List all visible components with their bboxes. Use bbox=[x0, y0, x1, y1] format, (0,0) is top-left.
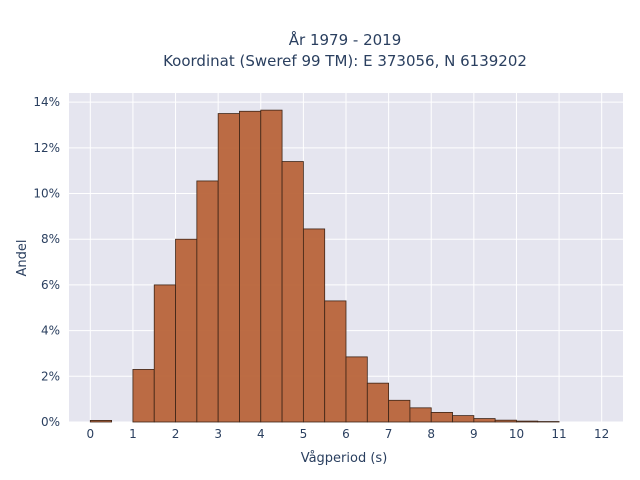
x-tick-label: 6 bbox=[342, 427, 350, 441]
x-tick-label: 3 bbox=[214, 427, 222, 441]
x-tick-label: 11 bbox=[551, 427, 566, 441]
x-tick-label: 5 bbox=[300, 427, 308, 441]
histogram-bar bbox=[281, 161, 304, 423]
histogram-bar bbox=[175, 238, 198, 423]
y-tick-label: 0% bbox=[41, 415, 60, 429]
histogram-bar bbox=[388, 399, 411, 423]
histogram-bar bbox=[196, 180, 219, 423]
histogram-bar bbox=[324, 300, 347, 423]
chart-title-line1: År 1979 - 2019 bbox=[289, 30, 402, 49]
y-tick-label: 4% bbox=[41, 324, 60, 338]
histogram-bar bbox=[430, 412, 453, 423]
y-axis-title: Andel bbox=[15, 240, 30, 277]
y-tick-label: 12% bbox=[33, 141, 60, 155]
histogram-bar bbox=[153, 284, 176, 423]
histogram-bar bbox=[494, 419, 517, 423]
y-tick-label: 2% bbox=[41, 369, 60, 383]
x-tick-label: 9 bbox=[470, 427, 478, 441]
x-tick-label: 12 bbox=[594, 427, 609, 441]
y-tick-label: 14% bbox=[33, 95, 60, 109]
histogram-bar bbox=[345, 356, 368, 423]
histogram-bar bbox=[89, 420, 113, 423]
y-axis-ticks: 0% 2% 4% 6% 8% 10% 12% 14% bbox=[33, 95, 60, 429]
x-tick-label: 0 bbox=[86, 427, 94, 441]
histogram-bar bbox=[473, 418, 496, 423]
bars bbox=[89, 109, 560, 423]
y-tick-label: 10% bbox=[33, 187, 60, 201]
histogram-bar bbox=[302, 228, 326, 423]
x-tick-label: 8 bbox=[427, 427, 435, 441]
histogram-bar bbox=[132, 369, 155, 423]
chart-title-line2: Koordinat (Sweref 99 TM): E 373056, N 61… bbox=[163, 52, 527, 70]
x-tick-label: 2 bbox=[172, 427, 180, 441]
histogram-bar bbox=[409, 407, 432, 423]
histogram-bar bbox=[217, 113, 240, 423]
x-tick-label: 4 bbox=[257, 427, 265, 441]
grid-lines bbox=[69, 93, 623, 423]
x-tick-label: 1 bbox=[129, 427, 137, 441]
histogram-bar bbox=[516, 420, 539, 423]
histogram-bar bbox=[239, 110, 262, 423]
x-tick-label: 10 bbox=[509, 427, 524, 441]
x-axis-ticks: 0 1 2 3 4 5 6 7 8 9 10 11 12 bbox=[86, 427, 609, 441]
x-tick-label: 7 bbox=[385, 427, 393, 441]
x-axis-title: Vågperiod (s) bbox=[301, 451, 388, 466]
histogram-bar bbox=[260, 109, 283, 423]
y-tick-label: 6% bbox=[41, 278, 60, 292]
histogram-bar bbox=[452, 415, 475, 423]
y-tick-label: 8% bbox=[41, 232, 60, 246]
histogram-bar bbox=[366, 382, 390, 423]
